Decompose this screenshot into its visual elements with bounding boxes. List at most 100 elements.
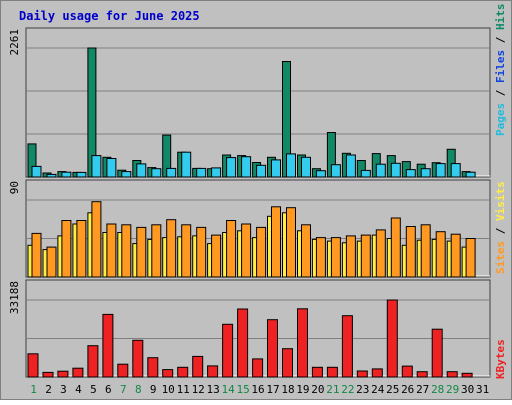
bar-files-day-21 (330, 164, 341, 178)
bar-kbytes-day-23 (356, 370, 368, 378)
bar-files-day-26 (405, 169, 416, 178)
bar-files-day-7 (121, 171, 132, 178)
bar-files-day-10 (166, 167, 177, 178)
bar-kbytes-day-28 (431, 328, 443, 378)
day-label: 8 (135, 383, 142, 396)
day-label: 19 (296, 383, 309, 396)
bar-kbytes-day-13 (207, 365, 219, 378)
bar-files-day-11 (181, 151, 192, 178)
bar-files-day-23 (360, 169, 371, 178)
bar-sites-day-28 (435, 231, 446, 278)
bar-sites-day-4 (76, 220, 87, 278)
bar-kbytes-day-3 (57, 370, 69, 378)
day-label: 14 (221, 383, 235, 396)
bar-kbytes-day-11 (177, 366, 189, 378)
bar-kbytes-day-24 (371, 368, 383, 378)
bar-sites-day-25 (390, 217, 401, 278)
day-label: 16 (251, 383, 264, 396)
bar-files-day-4 (76, 171, 87, 178)
day-label: 13 (206, 383, 219, 396)
bar-kbytes-day-9 (147, 357, 159, 378)
day-label: 23 (356, 383, 369, 396)
bar-sites-day-9 (151, 224, 162, 278)
day-label: 30 (461, 383, 474, 396)
bar-files-day-15 (241, 156, 252, 178)
bar-sites-day-22 (345, 235, 356, 278)
day-label: 27 (416, 383, 429, 396)
bar-sites-day-27 (420, 224, 431, 278)
bar-files-day-22 (345, 154, 356, 178)
bar-files-day-3 (61, 171, 72, 178)
legend-entry: Pages (494, 103, 507, 136)
bar-sites-day-10 (166, 219, 177, 278)
bar-kbytes-day-10 (162, 369, 174, 378)
bar-kbytes-day-1 (27, 353, 39, 378)
chart-title: Daily usage for June 2025 (19, 9, 200, 23)
bar-files-day-20 (315, 170, 326, 178)
bar-kbytes-day-29 (446, 371, 458, 378)
bar-kbytes-day-19 (297, 308, 308, 378)
bar-sites-day-29 (450, 233, 461, 278)
bar-kbytes-day-21 (326, 366, 338, 378)
bar-kbytes-day-2 (42, 371, 54, 378)
bar-sites-day-2 (46, 246, 57, 278)
bar-files-day-18 (286, 153, 296, 178)
bar-sites-day-3 (61, 220, 72, 278)
bar-files-day-17 (271, 159, 281, 178)
bar-files-day-30 (465, 171, 476, 178)
bar-files-day-13 (211, 167, 222, 178)
panel-kbytes: 33188 (8, 279, 491, 378)
legend-separator: / (494, 83, 507, 103)
day-label: 12 (192, 383, 205, 396)
bar-kbytes-day-22 (341, 315, 353, 378)
bar-sites-day-6 (106, 223, 117, 278)
bar-files-day-27 (420, 168, 431, 178)
day-label: 17 (266, 383, 279, 396)
bar-kbytes-day-20 (311, 366, 323, 378)
bar-files-day-14 (226, 157, 237, 178)
bar-kbytes-day-12 (192, 355, 204, 378)
bar-sites-day-5 (91, 201, 102, 278)
bar-sites-day-7 (121, 224, 132, 278)
panel-visits-sites: 90 (8, 179, 491, 278)
bar-sites-day-8 (136, 226, 147, 278)
bar-kbytes-day-8 (132, 339, 144, 378)
bar-kbytes-day-4 (72, 367, 84, 378)
day-label: 26 (401, 383, 414, 396)
bar-sites-day-18 (286, 207, 296, 278)
day-label: 25 (386, 383, 399, 396)
day-label: 2 (45, 383, 52, 396)
day-label: 22 (341, 383, 354, 396)
bar-kbytes-day-17 (267, 319, 278, 378)
day-label: 31 (476, 383, 489, 396)
legend-hits-files-pages: Pages / Files / Hits (494, 4, 507, 137)
bar-kbytes-day-27 (416, 371, 428, 378)
bar-sites-day-17 (271, 206, 281, 278)
legend-entry: Hits (494, 4, 507, 31)
bar-sites-day-19 (301, 224, 311, 278)
legend-kbytes: KBytes (494, 339, 507, 379)
bar-sites-day-23 (360, 234, 371, 278)
bar-files-day-28 (435, 163, 446, 178)
bar-files-day-16 (256, 164, 267, 178)
day-label: 3 (60, 383, 67, 396)
day-label: 11 (177, 383, 190, 396)
legend-separator: / (494, 30, 507, 50)
bar-kbytes-day-6 (102, 313, 114, 378)
y-max-label: 33188 (8, 281, 21, 314)
bar-kbytes-day-14 (222, 323, 234, 378)
legend-entry: Files (494, 50, 507, 83)
legend-entry: Visits (494, 181, 507, 221)
legend-visits-sites: Sites / Visits (494, 181, 507, 274)
bar-kbytes-day-30 (461, 372, 473, 378)
day-label: 24 (371, 383, 385, 396)
bar-kbytes-day-26 (401, 365, 413, 378)
day-label: 29 (446, 383, 459, 396)
bar-files-day-8 (136, 163, 147, 178)
day-label: 21 (326, 383, 339, 396)
bar-files-day-2 (46, 173, 57, 178)
bar-files-day-1 (31, 165, 42, 178)
bar-sites-day-16 (256, 226, 267, 278)
y-max-label: 2261 (8, 29, 21, 56)
